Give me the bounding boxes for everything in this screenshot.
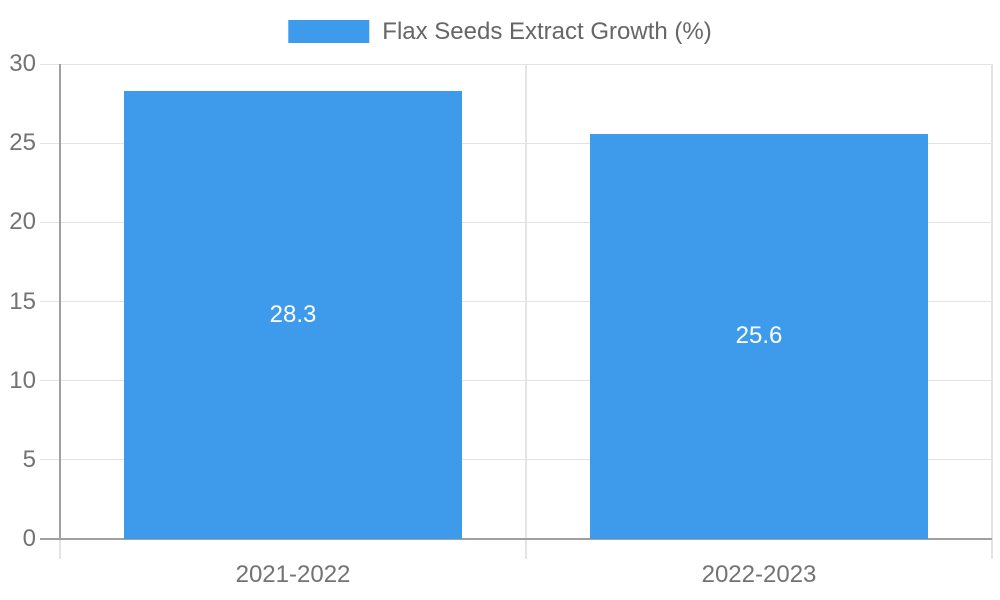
grid-line-horizontal	[40, 459, 992, 461]
x-axis-tick-label: 2021-2022	[235, 561, 351, 588]
y-axis-tick-label: 15	[9, 287, 36, 315]
grid-line-vertical	[525, 64, 527, 559]
y-axis-tick-label: 10	[9, 366, 36, 394]
grid-line-horizontal	[40, 301, 992, 302]
grid-line-horizontal	[40, 221, 992, 223]
bar-2022-2023[interactable]: 25.6	[590, 133, 928, 539]
y-axis-tick-label: 30	[9, 50, 36, 77]
y-axis-line	[59, 64, 61, 539]
y-axis-tick-label: 20	[9, 208, 36, 236]
y-axis-tick-label: 5	[22, 445, 36, 473]
chart-legend[interactable]: Flax Seeds Extract Growth (%)	[288, 18, 712, 45]
y-axis-tick-label: 0	[22, 525, 36, 552]
x-axis-line	[40, 538, 992, 540]
x-axis-tick-mark	[59, 539, 61, 559]
grid-line-horizontal	[40, 63, 992, 65]
grid-line-horizontal	[40, 142, 992, 144]
grid-line-horizontal	[40, 380, 992, 382]
y-axis-tick-label: 25	[9, 129, 36, 157]
legend-label: Flax Seeds Extract Growth (%)	[382, 18, 712, 45]
legend-swatch-icon	[288, 20, 370, 43]
bar-value-label: 25.6	[735, 322, 783, 350]
grid-line-vertical	[991, 64, 993, 559]
x-axis-tick-label: 2022-2023	[701, 561, 817, 588]
bar-value-label: 28.3	[269, 300, 317, 328]
bar-2021-2022[interactable]: 28.3	[124, 90, 462, 539]
